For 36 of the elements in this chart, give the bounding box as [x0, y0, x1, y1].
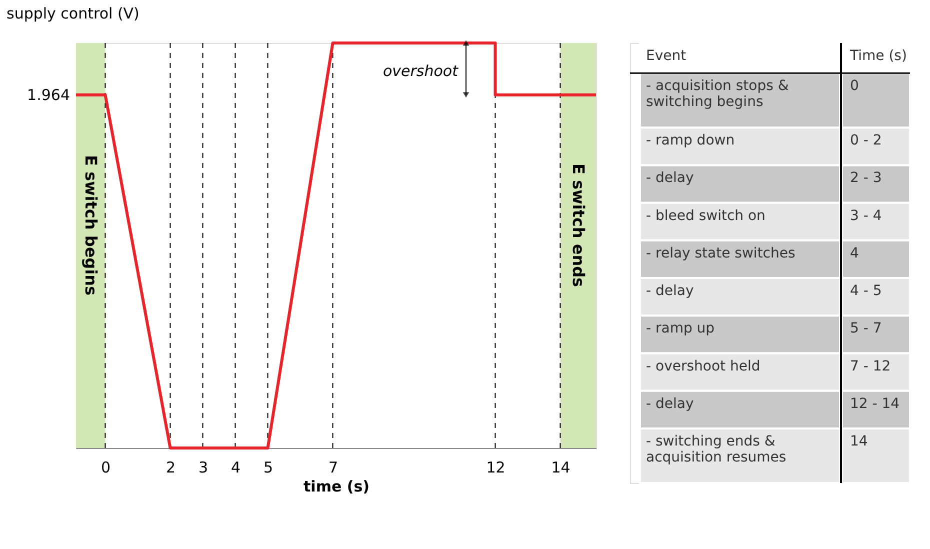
text: 3 - 4: [850, 208, 882, 224]
text: - ramp down: [646, 132, 735, 149]
y-axis-title: supply control (V): [6, 4, 140, 22]
text: 1.964: [27, 86, 70, 104]
text: - bleed switch on: [646, 208, 766, 224]
x-tick-label: 3: [198, 458, 208, 476]
band-label: E switch ends: [569, 163, 588, 288]
text: 2 - 3: [850, 170, 882, 186]
text: - relay state switches: [646, 245, 796, 262]
text: 5 - 7: [850, 320, 882, 337]
text: 7 - 12: [850, 358, 891, 374]
text: 12 - 14: [850, 396, 900, 412]
text: Event: [646, 48, 687, 64]
text: 14: [850, 433, 868, 450]
text: - ramp up: [646, 320, 715, 337]
text: - acquisition stops & switching begins: [646, 78, 789, 110]
text: 0 - 2: [850, 132, 882, 149]
x-axis-title: time (s): [304, 478, 370, 496]
text: - delay: [646, 396, 694, 412]
x-tick-label: 14: [551, 458, 570, 476]
x-tick-label: 0: [100, 458, 111, 476]
annotation: overshoot: [382, 62, 460, 80]
text: Time (s): [849, 48, 907, 64]
text: 4 - 5: [850, 283, 882, 300]
band-label: E switch begins: [82, 154, 101, 296]
text: - delay: [646, 170, 694, 186]
text: - delay: [646, 283, 694, 300]
text: - switching ends & acquisition resumes: [646, 433, 786, 466]
x-tick-label: 4: [230, 458, 241, 476]
x-tick-label: 2: [166, 458, 176, 476]
x-tick-label: 7: [328, 458, 338, 476]
text: 4: [850, 245, 859, 262]
text: - overshoot held: [646, 358, 760, 374]
x-tick-label: 5: [263, 458, 274, 476]
x-tick-label: 12: [486, 458, 506, 476]
text: 0: [850, 78, 859, 94]
